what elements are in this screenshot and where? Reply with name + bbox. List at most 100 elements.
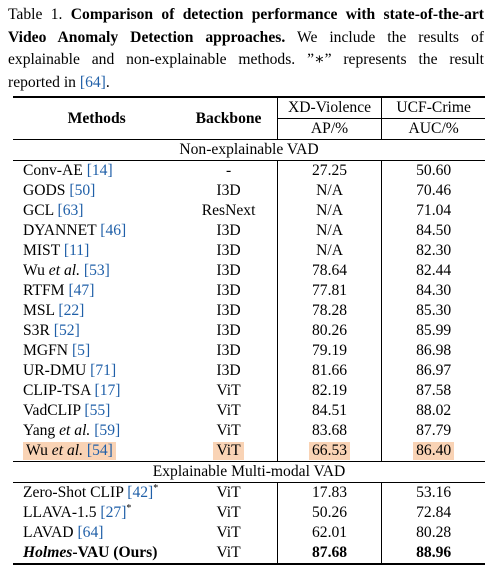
backbone-value: ViT (216, 422, 241, 439)
citation-link[interactable]: [64] (77, 524, 104, 541)
method-cell: Conv-AE [14] (13, 161, 180, 182)
citation-link[interactable]: [50] (69, 182, 96, 199)
ucf-crime-cell: 85.30 (381, 301, 485, 321)
xd-violence-cell: N/A (276, 181, 382, 201)
table-row: Yang et al. [59] ViT 83.68 87.79 (13, 421, 485, 441)
method-cell: MGFN [5] (13, 341, 180, 361)
ucf-crime-cell: 87.58 (381, 381, 485, 401)
table-row: Conv-AE [14] - 27.25 50.60 (13, 160, 485, 182)
table-row: MGFN [5] I3D 79.19 86.98 (13, 341, 485, 361)
xd-violence-value: N/A (316, 242, 343, 259)
xd-violence-value: 78.64 (311, 262, 348, 279)
backbone-cell: I3D (180, 221, 277, 241)
citation-link[interactable]: [63] (57, 202, 84, 219)
header-backbone: Backbone (180, 96, 278, 140)
backbone-value: I3D (216, 282, 241, 299)
citation-link[interactable]: [11] (63, 242, 90, 259)
xd-violence-cell: 81.66 (276, 361, 382, 381)
caption-quote: ”∗” represents the result reported in (8, 51, 485, 91)
backbone-cell: I3D (180, 281, 277, 301)
ucf-crime-cell: 86.97 (381, 361, 485, 381)
ucf-crime-value: 88.96 (416, 544, 452, 561)
citation-link[interactable]: [59] (94, 422, 121, 439)
citation-link[interactable]: [53] (83, 262, 110, 279)
method-name-text: RTFM (23, 282, 65, 299)
xd-violence-cell: 84.51 (276, 401, 382, 421)
citation-link[interactable]: [55] (84, 402, 111, 419)
ucf-crime-cell: 71.04 (381, 201, 485, 221)
caption-ref-link[interactable]: [64] (79, 73, 106, 91)
method-name: VadCLIP [55] (23, 402, 110, 419)
citation-link[interactable]: [52] (53, 322, 80, 339)
table-row: Holmes-VAU (Ours) ViT 87.68 88.96 (13, 543, 485, 565)
method-cell: RTFM [47] (13, 281, 180, 301)
ucf-crime-cell: 53.16 (381, 482, 485, 503)
ucf-crime-cell: 85.99 (381, 321, 485, 341)
method-name-text: LAVAD (23, 524, 74, 541)
header-methods: Methods (13, 96, 181, 140)
ucf-crime-value: 70.46 (416, 182, 452, 199)
method-name-text: Yang (23, 422, 60, 439)
method-et-al: et al. (51, 442, 83, 459)
method-name: RTFM [47] (23, 282, 94, 299)
citation-link[interactable]: [27] (100, 504, 127, 521)
method-name: GODS [50] (23, 182, 95, 199)
xd-violence-cell: N/A (276, 241, 382, 261)
citation-link[interactable]: [54] (86, 442, 113, 459)
table-row: Wu et al. [53] I3D 78.64 82.44 (13, 261, 485, 281)
backbone-cell: I3D (180, 361, 277, 381)
citation-link[interactable]: [46] (100, 222, 127, 239)
citation-link[interactable]: [14] (86, 162, 113, 179)
xd-violence-cell: 80.26 (276, 321, 382, 341)
ucf-crime-cell: 84.30 (381, 281, 485, 301)
backbone-cell: I3D (180, 321, 277, 341)
backbone-cell: ViT (180, 543, 278, 565)
method-name: Yang et al. [59] (23, 422, 120, 439)
backbone-value: I3D (216, 342, 241, 359)
results-table: Methods Backbone XD-Violence UCF-Crime A… (13, 96, 485, 565)
method-name: MGFN [5] (23, 342, 90, 359)
backbone-cell: ViT (180, 523, 277, 543)
method-name-text: CLIP-TSA (23, 382, 91, 399)
xd-violence-value: 79.19 (311, 342, 348, 359)
ucf-crime-value: 53.16 (416, 484, 452, 501)
citation-link[interactable]: [17] (94, 382, 121, 399)
method-cell: GODS [50] (13, 181, 180, 201)
xd-violence-value: N/A (316, 202, 343, 219)
citation-link[interactable]: [71] (90, 362, 117, 379)
xd-violence-value: 87.68 (311, 544, 348, 561)
table-row: RTFM [47] I3D 77.81 84.30 (13, 281, 485, 301)
method-name-text: Wu (26, 442, 52, 459)
xd-violence-cell: 87.68 (276, 543, 382, 565)
citation-link[interactable]: [22] (58, 302, 85, 319)
ucf-crime-value: 87.79 (416, 422, 452, 439)
method-name-text: -VAU (Ours) (72, 544, 158, 561)
backbone-value: ViT (213, 442, 244, 460)
table-row: LAVAD [64] ViT 62.01 80.28 (13, 523, 485, 543)
citation-link[interactable]: [42] (127, 484, 154, 501)
citation-link[interactable]: [47] (68, 282, 95, 299)
backbone-cell: ViT (180, 381, 277, 401)
xd-violence-cell: 50.26 (276, 503, 382, 523)
table-row: Wu et al. [54] ViT 66.53 86.40 (13, 441, 485, 462)
backbone-value: I3D (216, 262, 241, 279)
backbone-cell: I3D (180, 181, 277, 201)
method-cell: LAVAD [64] (13, 523, 180, 543)
method-cell: Holmes-VAU (Ours) (13, 543, 181, 565)
ucf-crime-value: 86.97 (416, 362, 452, 379)
caption-end: . (105, 73, 110, 91)
xd-violence-value: 83.68 (311, 422, 348, 439)
xd-violence-cell: 66.53 (276, 441, 382, 462)
backbone-cell: I3D (180, 301, 277, 321)
table-row: UR-DMU [71] I3D 81.66 86.97 (13, 361, 485, 381)
citation-link[interactable]: [5] (71, 342, 91, 359)
xd-violence-cell: 79.19 (276, 341, 382, 361)
xd-violence-value: 50.26 (311, 504, 348, 521)
ucf-crime-value: 86.40 (413, 442, 455, 460)
xd-violence-value: 82.19 (311, 382, 348, 399)
table-row: MIST [11] I3D N/A 82.30 (13, 241, 485, 261)
backbone-cell: I3D (180, 341, 277, 361)
section-header-row: Non-explainable VAD (13, 139, 485, 161)
xd-violence-value: 62.01 (311, 524, 348, 541)
ucf-crime-value: 87.58 (416, 382, 452, 399)
